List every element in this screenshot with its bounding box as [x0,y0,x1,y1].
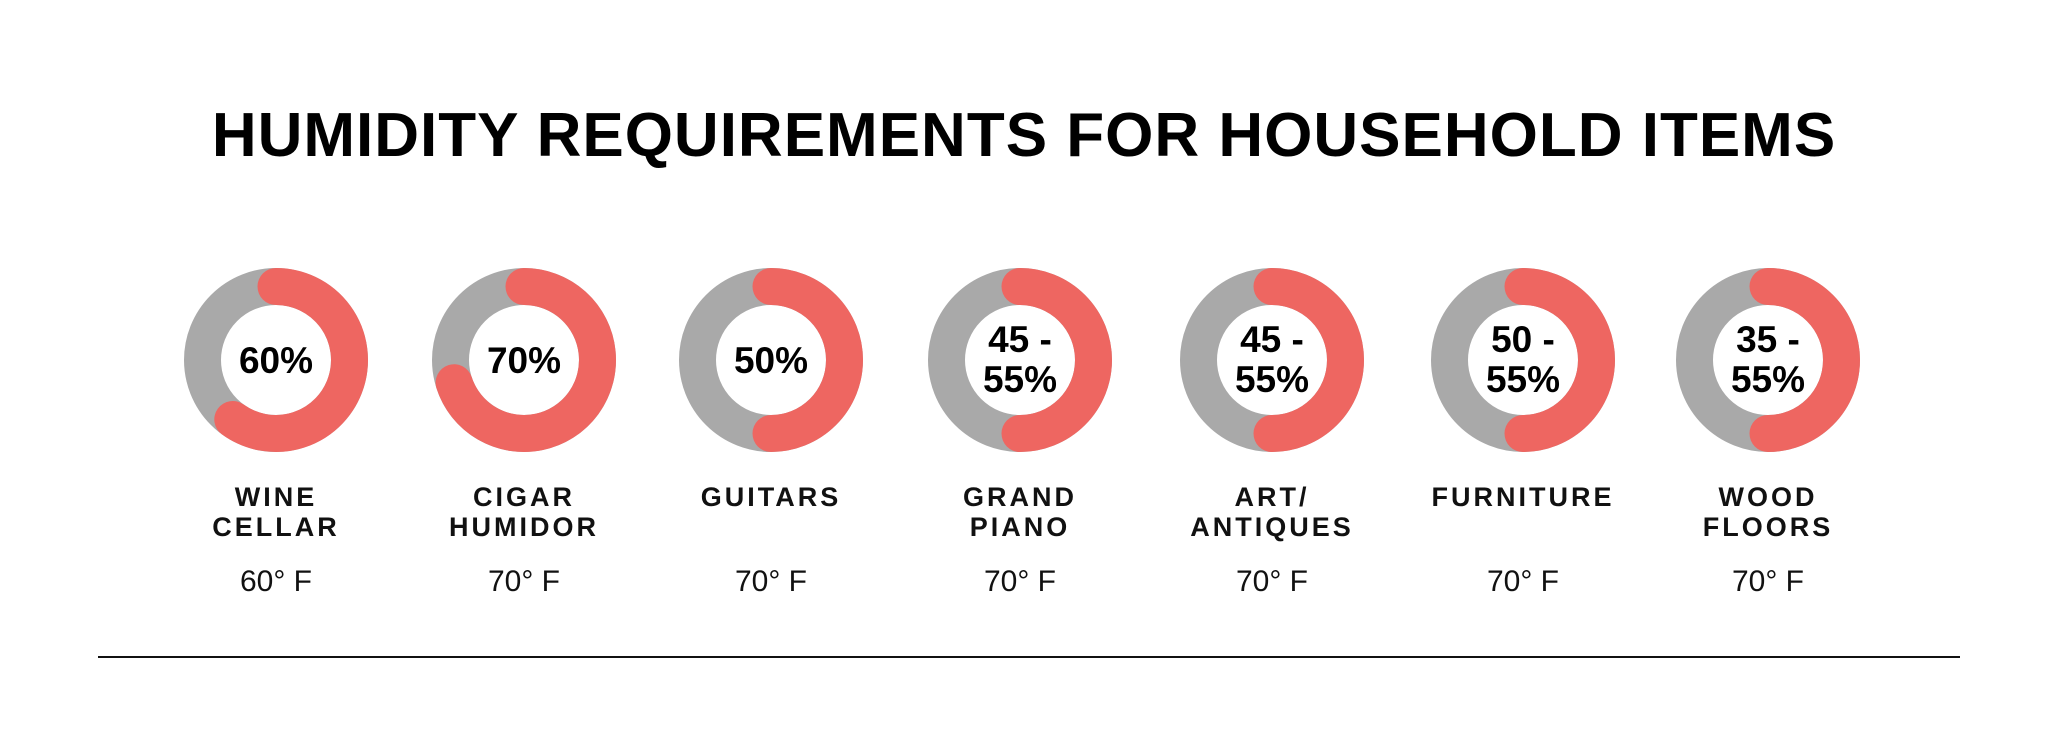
humidity-value-label: 55% [1731,359,1805,400]
item-label-line: ART/ [1234,482,1310,512]
item-label-line: FLOORS [1702,512,1834,542]
donut-fill-arc [752,268,863,452]
humidity-value-label: 55% [1486,359,1560,400]
donut-3: 45 -55% [928,268,1112,452]
temperature-label: 70° F [1486,565,1560,598]
humidity-value-label: 55% [983,359,1057,400]
donut-fill-arc [1253,268,1364,452]
item-label: ART/ANTIQUES [1152,482,1392,542]
donut-5: 50 -55% [1431,268,1615,452]
chart-title: HUMIDITY REQUIREMENTS FOR HOUSEHOLD ITEM… [211,101,1837,170]
item-label: GRAND PIANO [900,482,1140,542]
donut-0: 60% [184,268,368,452]
item-label: WINE CELLAR [156,482,396,542]
item-label-line: CELLAR [212,512,340,542]
item-label-line: GRAND [963,482,1077,512]
item-label: CIGAR HUMIDOR [404,482,644,542]
donut-1: 70% [432,268,616,452]
donut-6: 35 -55% [1676,268,1860,452]
temperature-label: 70° F [487,565,561,598]
donut-fill-arc [214,268,368,452]
temperature-label: 60° F [239,565,313,598]
item-label-line: WOOD [1718,482,1818,512]
donut-fill-arc [435,268,616,452]
donut-fill-arc [1504,268,1615,452]
item-label-line: PIANO [969,512,1071,542]
item-label-line: FURNITURE [1431,482,1615,512]
item-label: GUITARS [651,482,891,512]
humidity-value-label: 70% [487,340,561,381]
humidity-value-label: 50% [734,340,808,381]
temperature-label: 70° F [734,565,808,598]
humidity-value-label: 50 - [1491,319,1555,360]
humidity-value-label: 35 - [1736,319,1800,360]
humidity-value-label: 60% [239,340,313,381]
temperature-label: 70° F [1235,565,1309,598]
divider-line [98,656,1960,658]
item-label: WOOD FLOORS [1648,482,1888,542]
item-label-line: GUITARS [700,482,842,512]
item-label-line: ANTIQUES [1190,512,1354,542]
donut-fill-arc [1749,268,1860,452]
item-label: FURNITURE [1403,482,1643,512]
humidity-value-label: 45 - [988,319,1052,360]
donut-4: 45 -55% [1180,268,1364,452]
temperature-label: 70° F [983,565,1057,598]
donut-2: 50% [679,268,863,452]
item-label-line: HUMIDOR [449,512,599,542]
humidity-value-label: 55% [1235,359,1309,400]
item-label-line: WINE [234,482,318,512]
donut-fill-arc [1001,268,1112,452]
item-label-line: CIGAR [473,482,575,512]
temperature-label: 70° F [1731,565,1805,598]
humidity-value-label: 45 - [1240,319,1304,360]
